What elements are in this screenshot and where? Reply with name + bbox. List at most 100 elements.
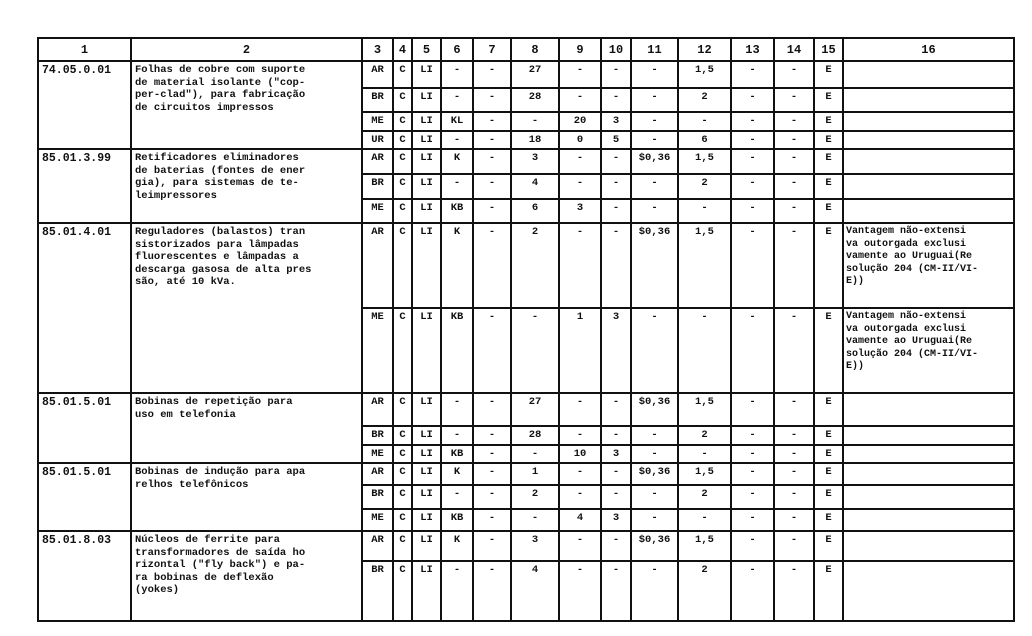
table-row: BR C LI - -2- - -2- - E	[38, 484, 1015, 510]
value-cell-col-14: -	[773, 484, 815, 510]
value-cell-col-12: -	[677, 307, 732, 394]
value-cell-col-9: -	[558, 425, 602, 446]
value-cell-col-8: 18	[510, 130, 560, 150]
value-cell-col-4: C	[392, 111, 413, 132]
value-cell-col-8: -	[510, 508, 560, 532]
value-cell-col-4: C	[392, 508, 413, 532]
table-row: 74.05.0.01 Folhas de cobre com suporte de…	[37, 60, 1015, 150]
table-row: UR C LI - -18 0 5-6- - E	[38, 130, 1015, 150]
value-cell-col-8: 4	[510, 173, 560, 200]
value-cell-col-13: -	[730, 130, 775, 150]
value-cell-col-12: 2	[677, 484, 732, 510]
value-cell-col-13: -	[730, 222, 775, 309]
value-cell-col-12: 6	[677, 130, 732, 150]
value-cell-col-11: $0,36	[630, 392, 679, 427]
column-header-15: 15	[813, 37, 844, 62]
value-cell-col-14: -	[773, 198, 815, 224]
value-cell-col-9: 3	[558, 198, 602, 224]
country-cell: UR	[361, 130, 394, 150]
tariff-code: 85.01.5.01	[37, 462, 132, 532]
value-cell-col-10: -	[600, 87, 632, 113]
observation-cell	[842, 530, 1015, 562]
value-cell-col-15: E	[813, 148, 844, 175]
observation-cell	[842, 111, 1015, 132]
value-cell-col-14: -	[773, 560, 815, 622]
value-cell-col-5: LI	[411, 484, 442, 510]
value-cell-col-15: E	[813, 392, 844, 427]
column-header-11: 11	[630, 37, 679, 62]
country-cell: BR	[361, 173, 394, 200]
value-cell-col-12: -	[677, 111, 732, 132]
value-cell-col-6: -	[440, 173, 474, 200]
country-cell: BR	[361, 560, 394, 622]
value-cell-col-14: -	[773, 462, 815, 486]
value-cell-col-10: -	[600, 530, 632, 562]
column-header-4: 4	[392, 37, 413, 62]
header-row: 1 2 3 4 5 6 7 8 9 10 11 12 13 14 15 16	[37, 37, 1015, 62]
value-cell-col-11: -	[630, 508, 679, 532]
value-cell-col-10: -	[600, 222, 632, 309]
value-cell-col-10: -	[600, 173, 632, 200]
value-cell-col-7: -	[472, 530, 512, 562]
value-cell-col-14: -	[773, 444, 815, 464]
value-cell-col-6: -	[440, 392, 474, 427]
value-cell-col-7: -	[472, 87, 512, 113]
value-cell-col-14: -	[773, 148, 815, 175]
value-cell-col-10: -	[600, 148, 632, 175]
country-cell: BR	[361, 484, 394, 510]
value-cell-col-6: -	[440, 60, 474, 89]
country-cell: AR	[361, 462, 394, 486]
value-cell-col-4: C	[392, 560, 413, 622]
value-cell-col-9: -	[558, 173, 602, 200]
value-cell-col-5: LI	[411, 307, 442, 394]
value-cell-col-12: -	[677, 508, 732, 532]
value-cell-col-7: -	[472, 444, 512, 464]
value-cell-col-5: LI	[411, 462, 442, 486]
value-cell-col-8: 2	[510, 484, 560, 510]
value-cell-col-13: -	[730, 484, 775, 510]
value-cell-col-10: -	[600, 484, 632, 510]
value-cell-col-14: -	[773, 307, 815, 394]
value-cell-col-14: -	[773, 87, 815, 113]
value-cell-col-6: K	[440, 222, 474, 309]
value-cell-col-8: -	[510, 111, 560, 132]
tariff-table: 1 2 3 4 5 6 7 8 9 10 11 12 13 14 15 16 74.05.0.01 Folhas…	[37, 37, 1015, 622]
table-row: ME C LI KB - -1 3- - - - E Vantagem não-extensi va …	[38, 307, 1015, 394]
value-cell-col-12: 1,5	[677, 392, 732, 427]
value-cell-col-9: 10	[558, 444, 602, 464]
value-cell-col-15: E	[813, 173, 844, 200]
value-cell-col-12: 1,5	[677, 530, 732, 562]
value-cell-col-14: -	[773, 222, 815, 309]
country-cell: ME	[361, 444, 394, 464]
table-row: ME C LI KB -6 3- - - - - E	[38, 198, 1015, 224]
column-header-8: 8	[510, 37, 560, 62]
value-cell-col-7: -	[472, 307, 512, 394]
value-cell-col-11: -	[630, 307, 679, 394]
value-cell-col-11: $0,36	[630, 462, 679, 486]
value-cell-col-6: K	[440, 530, 474, 562]
table-row: BR C LI - -4- - -2- - E	[38, 560, 1015, 622]
value-cell-col-6: -	[440, 484, 474, 510]
value-cell-col-4: C	[392, 173, 413, 200]
value-cell-col-15: E	[813, 222, 844, 309]
value-cell-col-13: -	[730, 444, 775, 464]
value-cell-col-11: -	[630, 560, 679, 622]
value-cell-col-9: 0	[558, 130, 602, 150]
value-cell-col-7: -	[472, 462, 512, 486]
country-cell: BR	[361, 87, 394, 113]
value-cell-col-5: LI	[411, 148, 442, 175]
column-header-12: 12	[677, 37, 732, 62]
value-cell-col-11: -	[630, 444, 679, 464]
value-cell-col-9: -	[558, 148, 602, 175]
value-cell-col-6: -	[440, 87, 474, 113]
value-cell-col-6: K	[440, 462, 474, 486]
value-cell-col-12: -	[677, 444, 732, 464]
value-cell-col-14: -	[773, 130, 815, 150]
value-cell-col-6: -	[440, 560, 474, 622]
value-cell-col-13: -	[730, 198, 775, 224]
value-cell-col-15: E	[813, 87, 844, 113]
value-cell-col-7: -	[472, 425, 512, 446]
value-cell-col-4: C	[392, 425, 413, 446]
value-cell-col-12: -	[677, 198, 732, 224]
observation-cell	[842, 198, 1015, 224]
